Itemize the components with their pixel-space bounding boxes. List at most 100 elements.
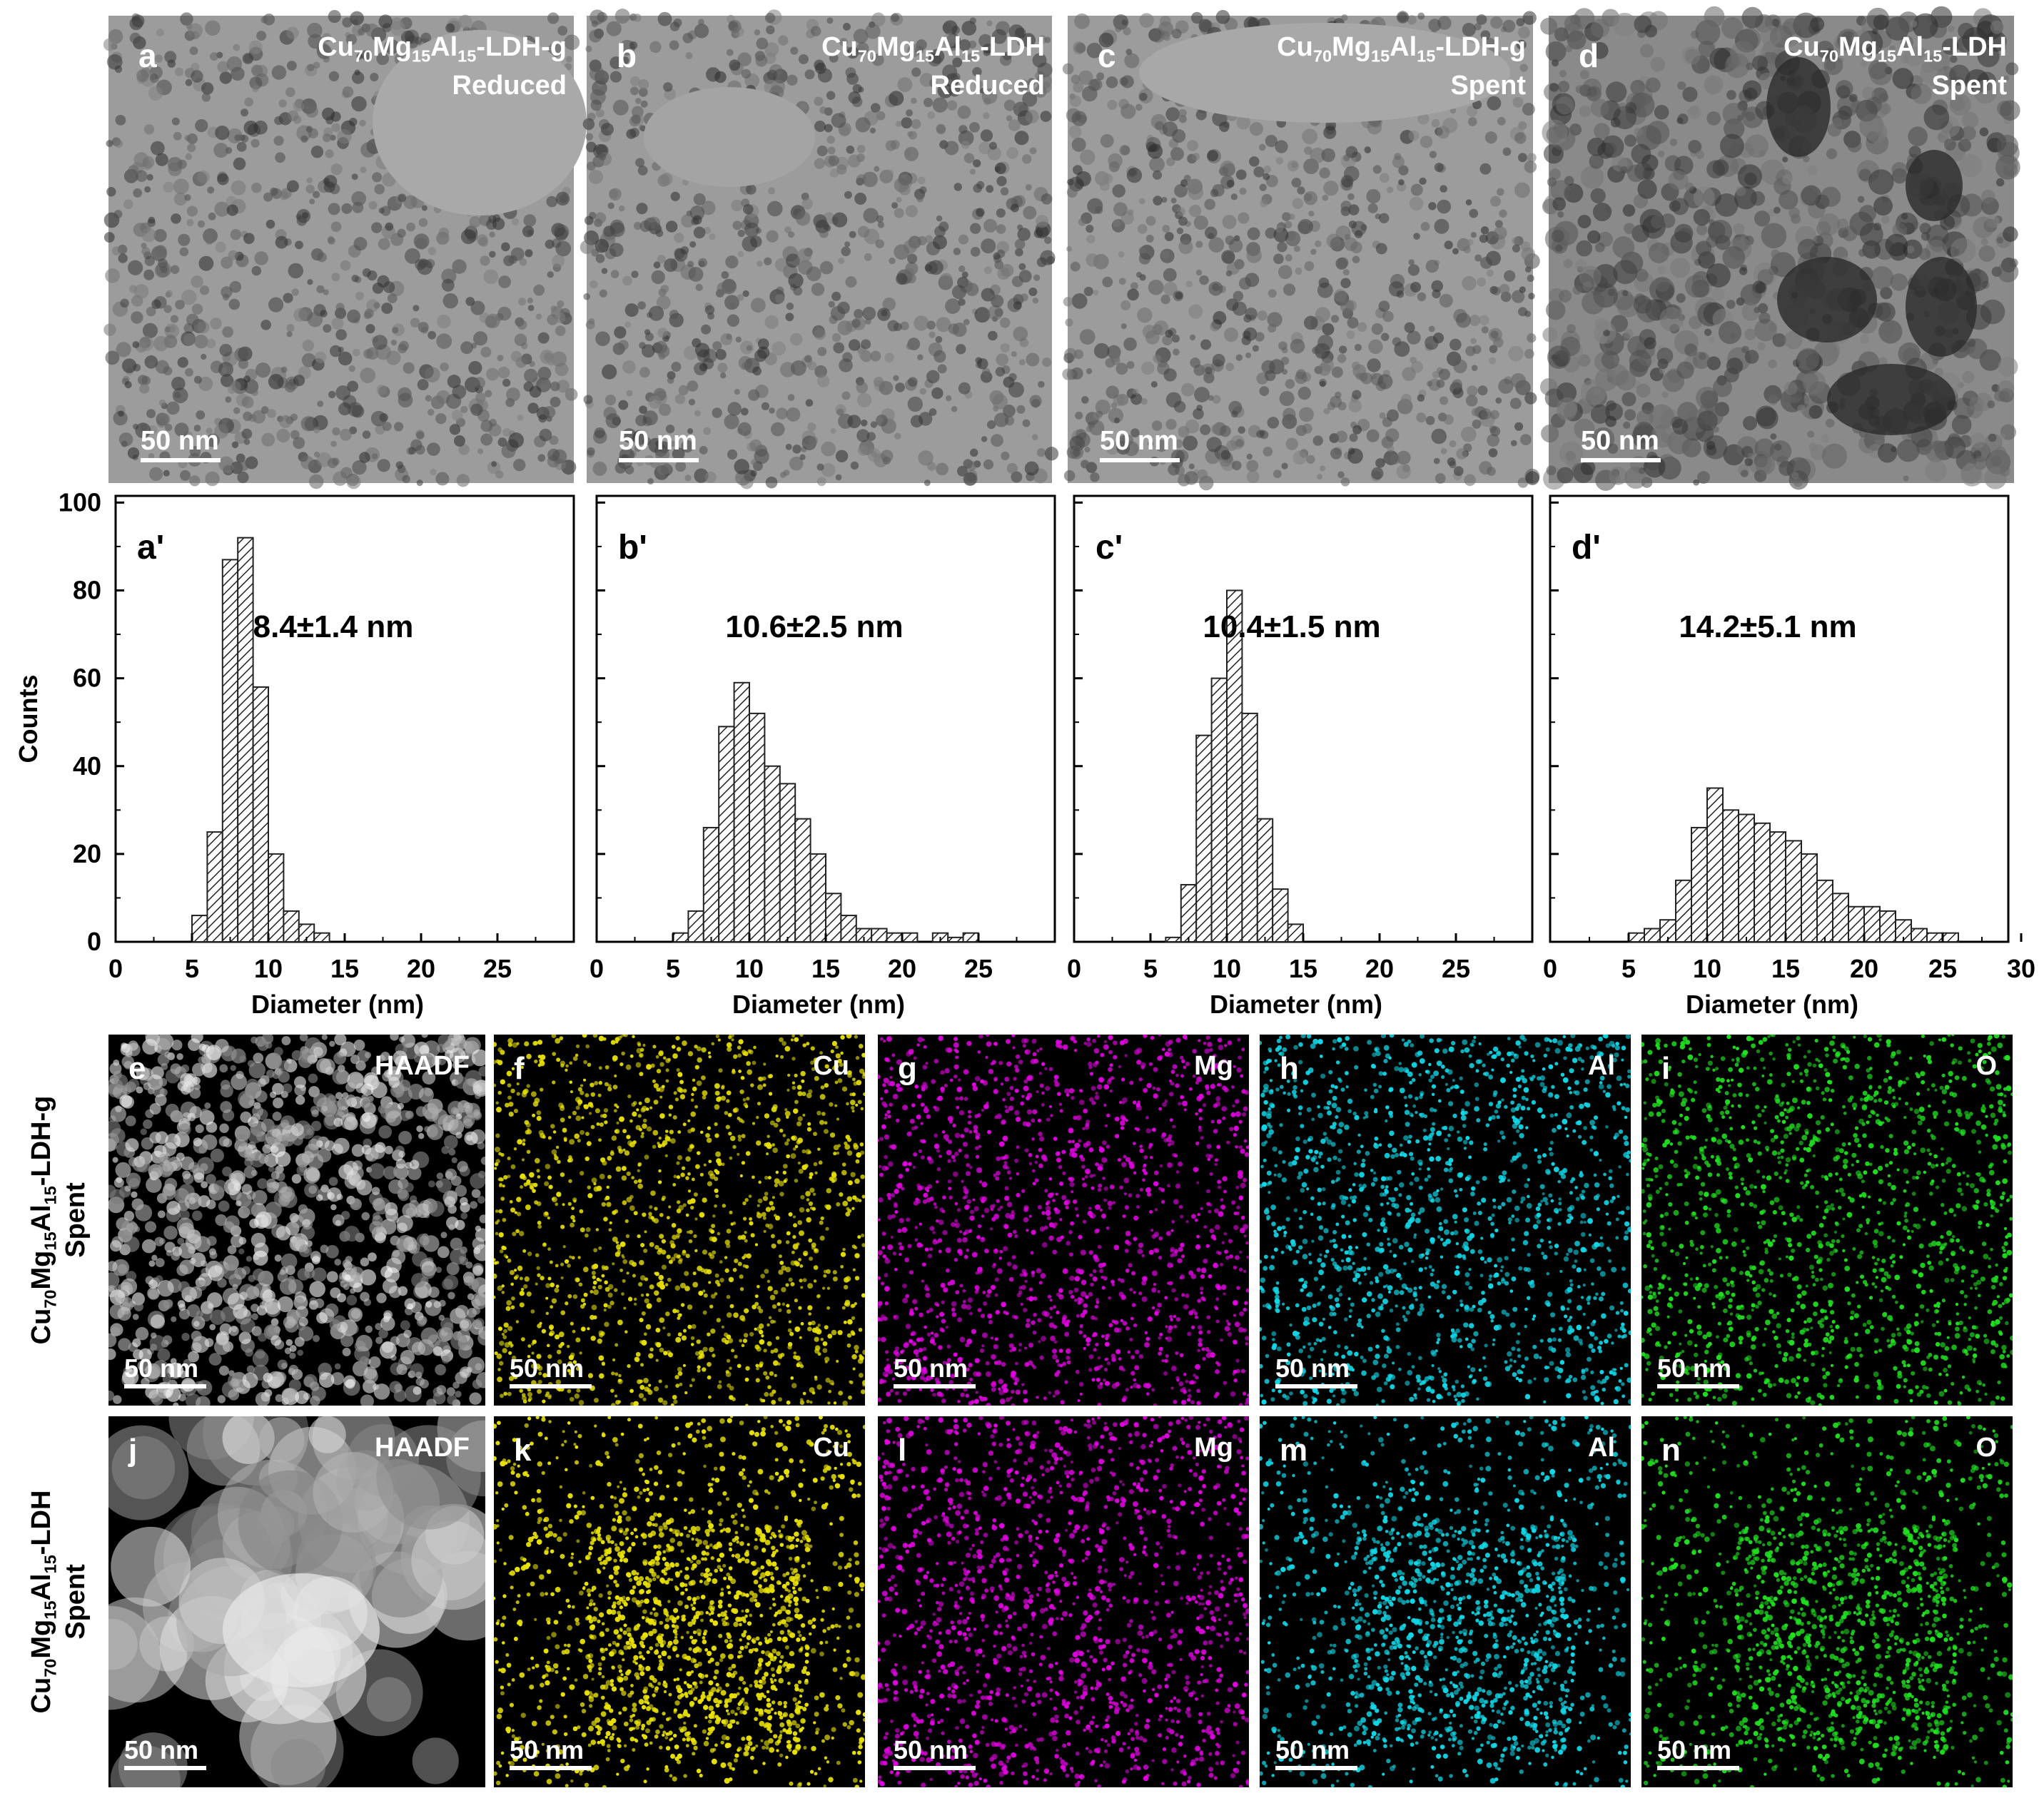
tem-particle	[1502, 147, 1512, 156]
tem-particle	[1546, 465, 1557, 476]
tem-particle	[1978, 245, 1995, 263]
tem-particle	[1754, 210, 1771, 227]
haadf-feature	[133, 1156, 146, 1168]
tem-particle	[1490, 16, 1503, 29]
tem-particle	[103, 38, 117, 51]
haadf-feature	[198, 1145, 208, 1154]
tem-particle	[789, 456, 804, 471]
tem-particle	[360, 142, 376, 158]
tem-particle	[1480, 408, 1492, 420]
haadf-feature	[241, 1184, 253, 1195]
tem-particle	[2003, 226, 2018, 242]
tem-particle	[1410, 281, 1422, 293]
tem-particle	[1681, 46, 1701, 65]
tem-particle	[1135, 272, 1143, 278]
tem-particle	[452, 385, 467, 400]
tem-particle	[991, 29, 1007, 44]
tem-particle	[1590, 404, 1610, 424]
tem-particle	[331, 317, 344, 330]
tem-particle	[163, 181, 174, 193]
tem-particle	[308, 128, 318, 138]
tem-particle	[807, 422, 816, 432]
tem-particle	[1119, 76, 1128, 86]
tem-particle	[370, 410, 387, 427]
tem-particle	[907, 377, 918, 387]
tem-particle	[1410, 183, 1423, 196]
tem-particle	[639, 124, 645, 131]
tem-particle	[1071, 74, 1081, 84]
tem-particle	[1677, 113, 1689, 125]
tem-particle	[1320, 358, 1335, 372]
tem-particle	[328, 237, 335, 245]
tem-particle	[146, 306, 156, 317]
haadf-feature	[164, 1241, 176, 1253]
tem-particle	[522, 225, 535, 238]
tem-particle	[935, 336, 943, 343]
haadf-feature	[148, 1260, 156, 1267]
tem-particle	[854, 193, 867, 205]
haadf-feature	[170, 1063, 181, 1075]
tem-particle	[1238, 212, 1250, 224]
tem-particle	[855, 117, 871, 133]
tem-particle	[1022, 419, 1031, 427]
tem-particle	[241, 108, 249, 117]
tem-particle	[501, 242, 510, 252]
tem-particle	[911, 67, 921, 77]
row-label-sample: Cu70Mg15Al15-LDH-g	[26, 1096, 59, 1345]
tem-particle	[1349, 433, 1358, 442]
haadf-feature	[445, 1050, 454, 1060]
haadf-feature	[150, 1314, 165, 1329]
tem-particle	[193, 375, 202, 384]
tem-particle	[305, 105, 318, 118]
tem-particle	[1559, 70, 1567, 78]
tem-particle	[1784, 330, 1803, 350]
tem-particle	[1193, 215, 1208, 230]
tem-particle	[1028, 288, 1038, 297]
tem-particle	[1851, 30, 1872, 51]
haadf-feature	[415, 1106, 427, 1117]
tem-particle	[1706, 111, 1721, 126]
tem-particle	[487, 460, 501, 474]
tem-particle	[983, 49, 991, 56]
tem-particle	[934, 225, 946, 238]
tem-particle	[618, 400, 629, 410]
histogram-bar	[1165, 936, 1182, 943]
tem-particle	[1367, 358, 1381, 372]
tem-particle	[1951, 415, 1972, 435]
tem-particle	[1099, 181, 1110, 191]
tem-particle	[514, 333, 527, 347]
tem-particle	[390, 339, 398, 346]
tem-particle	[335, 385, 351, 400]
haadf-feature	[171, 1316, 177, 1323]
tem-particle	[1256, 430, 1265, 438]
tem-particle	[1742, 80, 1762, 100]
tem-particle	[307, 279, 313, 285]
tem-particle	[550, 381, 560, 392]
tem-particle	[1194, 387, 1210, 402]
tem-particle	[1661, 391, 1669, 398]
tem-particle	[290, 430, 300, 440]
tem-particle	[595, 108, 604, 118]
tem-particle	[1417, 394, 1425, 402]
tem-particle	[1285, 379, 1295, 389]
tem-particle	[360, 166, 367, 173]
tem-particle	[508, 255, 517, 264]
tem-particle	[103, 323, 116, 336]
tem-particle	[275, 152, 285, 163]
tem-particle	[1006, 147, 1018, 159]
haadf-feature	[206, 1236, 217, 1246]
tem-particle	[1858, 248, 1866, 257]
tem-particle	[788, 273, 804, 289]
tem-particle	[1199, 275, 1209, 285]
tem-particle	[1995, 178, 2005, 187]
haadf-feature	[354, 1340, 366, 1352]
tem-particle	[583, 395, 593, 405]
tem-particle	[1088, 420, 1105, 436]
tem-particle	[978, 141, 991, 155]
tem-particle	[1962, 27, 1988, 54]
tem-particle	[437, 314, 451, 329]
tem-particle	[791, 360, 806, 376]
tem-particle	[186, 205, 198, 217]
tem-particle	[1435, 473, 1446, 484]
tem-particle	[1120, 434, 1134, 447]
